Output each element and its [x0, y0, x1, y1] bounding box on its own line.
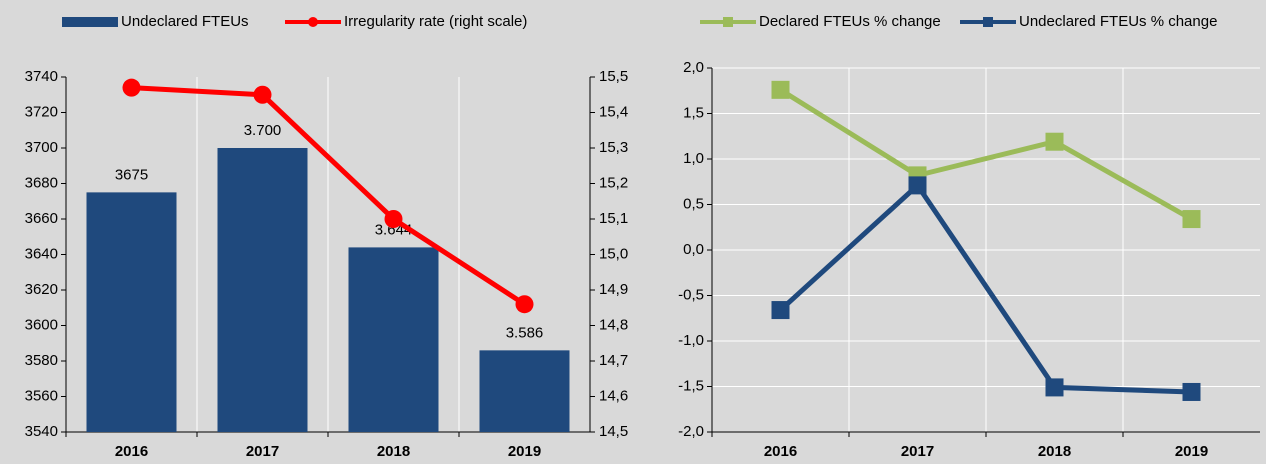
x-tick-label: 2019	[508, 443, 541, 460]
y-tick-label: 2,0	[683, 59, 704, 76]
y-tick-label: 1,0	[683, 150, 704, 167]
data-label: 3675	[115, 166, 148, 183]
y2-tick-label: 14,8	[599, 316, 628, 333]
y2-tick-label: 15,2	[599, 174, 628, 191]
y2-tick-label: 14,5	[599, 423, 628, 440]
y2-tick-label: 14,6	[599, 387, 628, 404]
series-line	[779, 87, 1193, 222]
data-label: 3.586	[506, 324, 544, 341]
y-tick-label: 3560	[25, 387, 58, 404]
point	[908, 176, 927, 195]
y-tick-label: -2,0	[678, 423, 704, 440]
y-tick-label: 3620	[25, 281, 58, 298]
y-tick-label: 3640	[25, 245, 58, 262]
point	[1045, 378, 1064, 397]
y-tick-label: 3580	[25, 352, 58, 369]
x-tick-label: 2019	[1175, 443, 1208, 460]
legend-label: Undeclared FTEUs % change	[1019, 13, 1217, 30]
x-tick-label: 2017	[901, 443, 934, 460]
y2-tick-label: 15,3	[599, 139, 628, 156]
y-tick-label: -1,0	[678, 332, 704, 349]
legend-marker	[723, 17, 733, 27]
y-tick-label: 3660	[25, 210, 58, 227]
bar	[348, 247, 439, 432]
data-label: 3.700	[244, 122, 282, 139]
point	[1182, 382, 1201, 401]
point	[515, 295, 534, 314]
y2-tick-label: 15,4	[599, 103, 628, 120]
y2-tick-label: 15,1	[599, 210, 628, 227]
y-tick-label: 1,5	[683, 104, 704, 121]
x-tick-label: 2017	[246, 443, 279, 460]
point	[771, 80, 790, 99]
y-tick-label: 0,0	[683, 241, 704, 258]
y-tick-label: 3600	[25, 316, 58, 333]
point	[1182, 210, 1201, 229]
bar	[86, 192, 177, 432]
y-tick-label: 3740	[25, 68, 58, 85]
point	[253, 85, 272, 104]
legend-label: Declared FTEUs % change	[759, 13, 941, 30]
bar	[479, 350, 570, 432]
y-tick-label: 3700	[25, 139, 58, 156]
y-tick-label: 0,5	[683, 195, 704, 212]
point	[384, 210, 403, 228]
point	[771, 301, 790, 320]
y2-tick-label: 14,9	[599, 281, 628, 298]
legend-swatch	[62, 17, 118, 27]
legend-label: Irregularity rate (right scale)	[344, 13, 527, 30]
legend-marker	[983, 17, 993, 27]
x-tick-label: 2018	[377, 443, 410, 460]
x-tick-label: 2018	[1038, 443, 1071, 460]
bar	[217, 148, 308, 432]
y-tick-label: 3680	[25, 174, 58, 191]
series-line	[778, 181, 1192, 395]
y-tick-label: 3540	[25, 423, 58, 440]
y-tick-label: -1,5	[678, 377, 704, 394]
y-tick-label: 3720	[25, 103, 58, 120]
y-tick-label: -0,5	[678, 286, 704, 303]
point	[122, 78, 141, 97]
point	[1045, 132, 1064, 151]
legend-label: Undeclared FTEUs	[121, 13, 249, 30]
x-tick-label: 2016	[115, 443, 148, 460]
y2-tick-label: 15,0	[599, 245, 628, 262]
series-line	[131, 85, 526, 307]
y2-tick-label: 14,7	[599, 352, 628, 369]
y2-tick-label: 15,5	[599, 68, 628, 85]
legend-marker	[308, 17, 318, 27]
x-tick-label: 2016	[764, 443, 797, 460]
